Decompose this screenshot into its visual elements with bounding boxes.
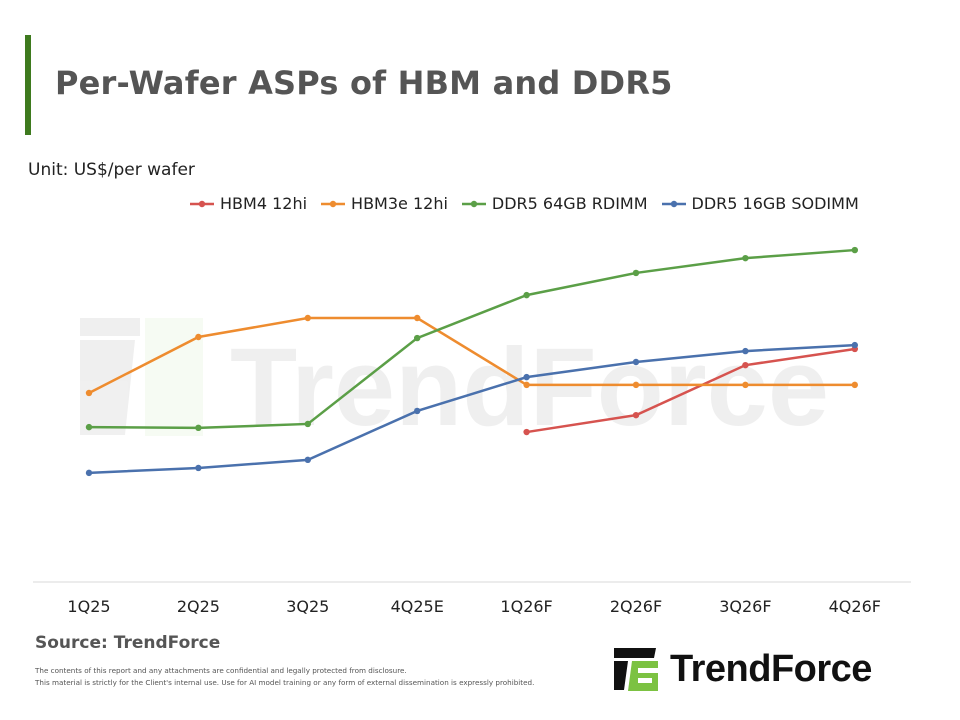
data-point (523, 381, 530, 389)
data-point (742, 254, 749, 262)
x-tick-label: 2Q25 (177, 597, 220, 616)
x-tick-label: 3Q25 (286, 597, 329, 616)
x-tick-label: 4Q26F (829, 597, 881, 616)
data-point (851, 246, 858, 254)
legend-marker-icon (461, 200, 486, 207)
x-tick-label: 1Q26F (500, 597, 552, 616)
data-point (304, 314, 311, 322)
legend-item: DDR5 64GB RDIMM (461, 194, 648, 213)
data-point (195, 424, 202, 432)
legend-marker-icon (321, 200, 346, 207)
source-label: Source: TrendForce (35, 633, 221, 653)
data-point (632, 411, 640, 419)
legend-marker-icon (661, 200, 686, 207)
watermark-text: TrendForce (230, 326, 829, 449)
series-line-0 (526, 347, 855, 434)
chart-title: Per-Wafer ASPs of HBM and DDR5 (55, 64, 673, 102)
unit-label: Unit: US$/per wafer (28, 160, 195, 180)
legend-item: HBM3e 12hi (321, 194, 448, 213)
data-point (523, 291, 530, 299)
legend-item: DDR5 16GB SODIMM (661, 194, 859, 213)
disclaimer-line-1: The contents of this report and any atta… (35, 666, 407, 675)
data-point (851, 341, 858, 349)
data-point (304, 420, 311, 428)
data-point (632, 269, 640, 277)
series-line-3 (88, 343, 855, 475)
data-point (85, 469, 93, 477)
data-point (195, 333, 202, 341)
series-line-2 (88, 248, 855, 430)
data-point (414, 314, 421, 322)
legend-marker-icon (190, 200, 214, 207)
x-tick-label: 1Q25 (67, 597, 110, 616)
logo-text: TrendForce (670, 647, 872, 690)
x-tick-label: 3Q26F (719, 597, 771, 616)
legend-label: DDR5 64GB RDIMM (491, 194, 648, 213)
data-point (851, 381, 858, 389)
data-point (85, 389, 93, 397)
logo-mark-icon (614, 648, 658, 691)
data-point (523, 373, 530, 381)
x-tick-label: 2Q26F (610, 597, 662, 616)
data-point (414, 334, 421, 342)
title-accent-bar (25, 35, 31, 135)
legend-label: DDR5 16GB SODIMM (691, 194, 859, 213)
data-point (632, 381, 640, 389)
data-point (632, 358, 640, 366)
trendforce-logo: TrendForce (612, 646, 872, 692)
legend: HBM4 12hi HBM3e 12hi DDR5 64GB RDIMM DDR5 1… (190, 194, 859, 213)
legend-item: HBM4 12hi (190, 194, 307, 213)
series-line-1 (88, 316, 855, 395)
data-point (742, 347, 749, 355)
data-point (742, 361, 749, 369)
data-point (742, 381, 749, 389)
data-point (195, 464, 202, 472)
x-tick-label: 4Q25E (391, 597, 444, 616)
data-point (304, 456, 311, 464)
legend-label: HBM3e 12hi (351, 194, 448, 213)
disclaimer-line-2: This material is strictly for the Client… (35, 678, 535, 687)
watermark: TrendForce (80, 318, 829, 449)
data-point (523, 428, 530, 436)
data-point (85, 423, 93, 431)
data-point (414, 407, 421, 415)
legend-label: HBM4 12hi (220, 194, 308, 213)
